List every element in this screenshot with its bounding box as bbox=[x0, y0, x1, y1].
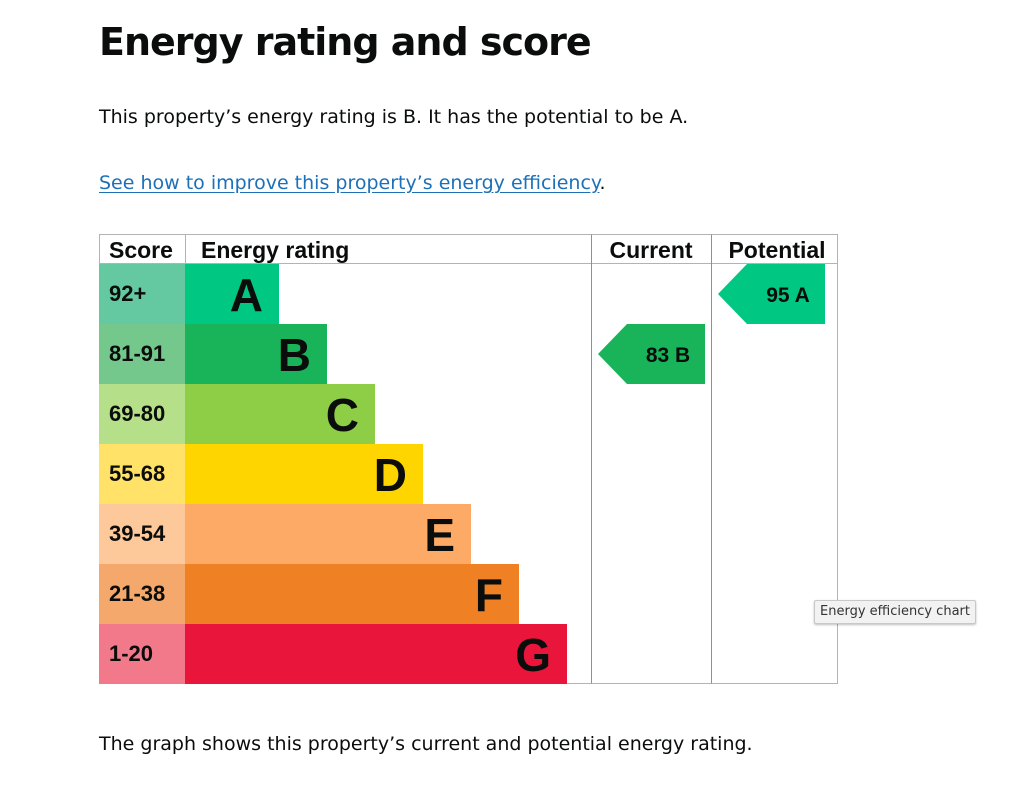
rating-letter-d: D bbox=[374, 449, 407, 501]
rating-bar-b bbox=[185, 324, 327, 384]
score-range-f: 21-38 bbox=[109, 581, 165, 606]
current-rating-label: 83 B bbox=[646, 344, 690, 367]
rating-summary: This property’s energy rating is B. It h… bbox=[99, 106, 689, 128]
score-range-b: 81-91 bbox=[109, 341, 165, 366]
potential-rating-arrow bbox=[718, 264, 825, 324]
score-cell-a bbox=[99, 264, 185, 324]
potential-header: Potential bbox=[728, 237, 825, 263]
rating-bar-a bbox=[185, 264, 279, 324]
rating-letter-c: C bbox=[326, 389, 359, 441]
rating-letter-f: F bbox=[475, 569, 503, 621]
score-range-e: 39-54 bbox=[109, 521, 166, 546]
rating-letter-g: G bbox=[515, 629, 551, 681]
improve-efficiency-link[interactable]: See how to improve this property’s energ… bbox=[99, 172, 600, 194]
rating-bar-d bbox=[185, 444, 423, 504]
rating-bar-g bbox=[185, 624, 567, 684]
rating-letter-a: A bbox=[230, 269, 263, 321]
chart-tooltip: Energy efficiency chart bbox=[814, 600, 976, 624]
score-range-a: 92+ bbox=[109, 281, 146, 306]
score-range-c: 69-80 bbox=[109, 401, 165, 426]
score-range-g: 1-20 bbox=[109, 641, 153, 666]
score-cell-g bbox=[99, 624, 185, 684]
rating-bar-f bbox=[185, 564, 519, 624]
page-title: Energy rating and score bbox=[99, 20, 592, 64]
score-cell-b bbox=[99, 324, 185, 384]
rating-letter-e: E bbox=[424, 509, 455, 561]
score-cell-c bbox=[99, 384, 185, 444]
potential-rating-label: 95 A bbox=[766, 284, 810, 307]
improve-period: . bbox=[599, 172, 606, 194]
score-range-d: 55-68 bbox=[109, 461, 165, 486]
energy-rating-header: Energy rating bbox=[201, 237, 349, 263]
score-cell-e bbox=[99, 504, 185, 564]
improve-paragraph: See how to improve this property’s energ… bbox=[99, 168, 606, 198]
score-cell-f bbox=[99, 564, 185, 624]
rating-bar-e bbox=[185, 504, 471, 564]
current-header: Current bbox=[609, 237, 692, 263]
score-cell-d bbox=[99, 444, 185, 504]
rating-bar-c bbox=[185, 384, 375, 444]
rating-letter-b: B bbox=[278, 329, 311, 381]
graph-description: The graph shows this property’s current … bbox=[99, 733, 753, 755]
score-header: Score bbox=[109, 237, 173, 263]
current-rating-arrow bbox=[598, 324, 705, 384]
